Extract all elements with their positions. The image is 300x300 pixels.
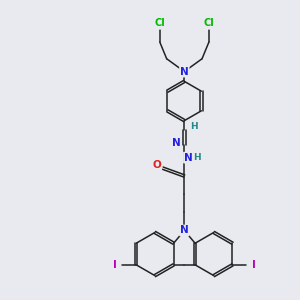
Text: N: N [180,67,189,76]
Text: Cl: Cl [203,19,214,28]
Text: I: I [113,260,117,270]
Text: H: H [190,122,198,131]
Text: H: H [193,153,201,162]
Text: Cl: Cl [154,19,165,28]
Text: N: N [184,153,193,163]
Text: O: O [152,160,161,170]
Text: N: N [180,226,189,236]
Text: I: I [252,260,256,270]
Text: N: N [172,138,181,148]
